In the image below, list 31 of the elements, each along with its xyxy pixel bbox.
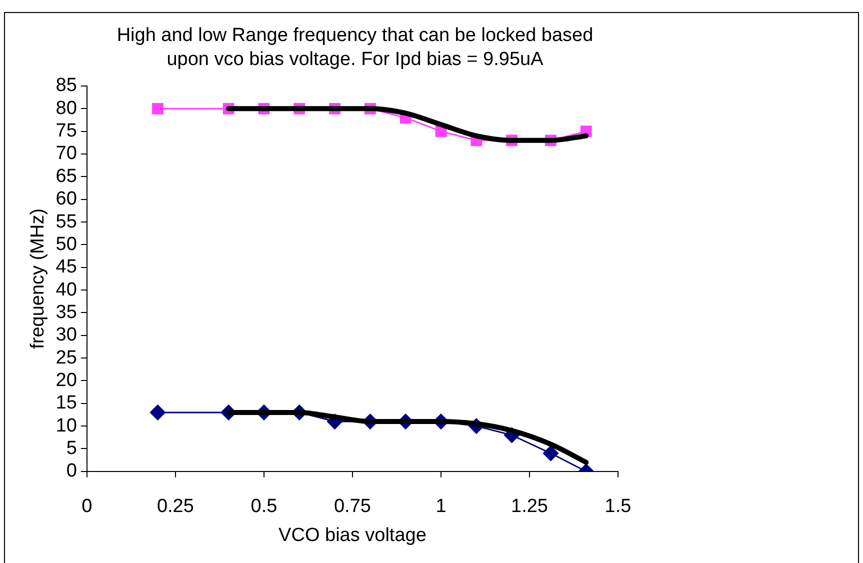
y-tick-label: 70 [56,143,77,164]
x-tick-label: 0.5 [250,496,278,518]
point [150,404,166,420]
y-tick-label: 35 [56,302,77,323]
x-tick-label: 0 [82,496,92,518]
y-tick-label: 85 [56,75,77,96]
x-axis-title: VCO bias voltage [278,524,426,546]
y-tick-label: 5 [66,438,77,459]
y-tick-label: 55 [56,211,77,232]
y-tick-label: 15 [56,392,77,414]
point [152,102,164,114]
x-tick-label: 0.25 [156,496,194,518]
x-tick-label: 1.5 [604,496,632,518]
y-tick-label: 30 [56,324,77,346]
y-tick-label: 60 [56,188,77,210]
x-tick-label: 1 [436,496,446,518]
chart-title: High and low Range frequency that can be locked based upon vco bias voltage. For Ipd bias = 9.95uA [116,24,594,72]
y-axis-title: frequency (MHz) [28,208,49,349]
y-tick-label: 45 [56,256,77,278]
y-tick-label: 20 [56,370,77,391]
y-tick-label: 65 [56,166,77,187]
point [542,446,558,462]
y-tick-label: 50 [56,234,77,255]
y-tick-label: 40 [56,279,77,300]
y-tick-label: 25 [56,347,77,368]
y-tick-label: 10 [56,415,77,436]
y-tick-label: 80 [56,98,77,119]
x-tick-label: 1.25 [510,496,548,518]
y-tick-label: 0 [66,460,77,482]
y-tick-label: 75 [56,120,77,142]
x-tick-label: 0.75 [334,496,371,518]
